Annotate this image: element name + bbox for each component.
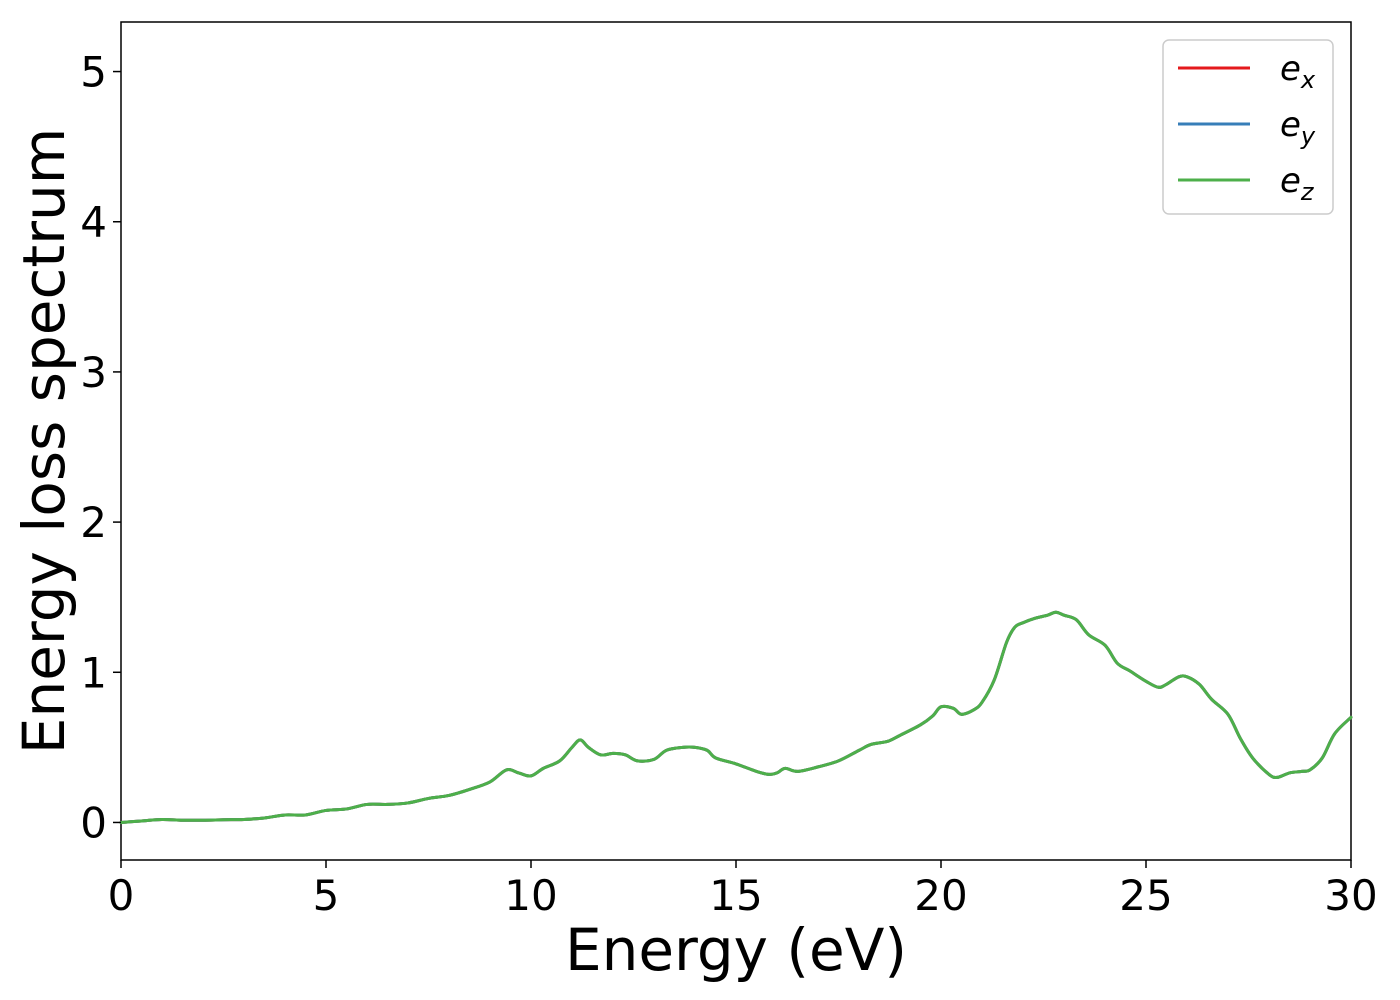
- x-tick-label: 10: [504, 871, 557, 920]
- x-tick-label: 5: [313, 871, 340, 920]
- series-line-z: [119, 610, 1353, 824]
- x-axis-ticks: 0 5 10 15 20 25 30: [108, 860, 1378, 920]
- y-tick-label: 2: [80, 498, 107, 547]
- x-tick-label: 15: [709, 871, 762, 920]
- x-tick-label: 20: [914, 871, 967, 920]
- y-tick-label: 4: [80, 198, 107, 247]
- legend-label-subscript: y: [1300, 122, 1316, 150]
- legend-label-base: e: [1280, 49, 1301, 89]
- plot-frame: [120, 21, 1352, 861]
- legend-label-y: ey: [1280, 105, 1316, 150]
- y-axis-label: Energy loss spectrum: [10, 128, 78, 754]
- y-tick-label: 5: [80, 48, 107, 97]
- series-layer: [119, 610, 1353, 824]
- legend-label-subscript: z: [1300, 178, 1315, 206]
- x-axis-label: Energy (eV): [565, 916, 907, 984]
- legend-box: [1162, 39, 1334, 215]
- legend-label-subscript: x: [1300, 66, 1316, 94]
- x-tick-label: 30: [1324, 871, 1377, 920]
- y-tick-label: 1: [80, 648, 107, 697]
- x-tick-label: 25: [1119, 871, 1172, 920]
- legend-label-x: ex: [1280, 49, 1316, 94]
- legend-label-z: ez: [1280, 161, 1315, 206]
- x-tick-label: 0: [108, 871, 135, 920]
- y-tick-label: 0: [80, 798, 107, 847]
- y-axis-ticks: 0 1 2 3 4 5: [80, 48, 121, 847]
- y-tick-label: 3: [80, 348, 107, 397]
- legend-label-base: e: [1280, 161, 1301, 201]
- legend-label-base: e: [1280, 105, 1301, 145]
